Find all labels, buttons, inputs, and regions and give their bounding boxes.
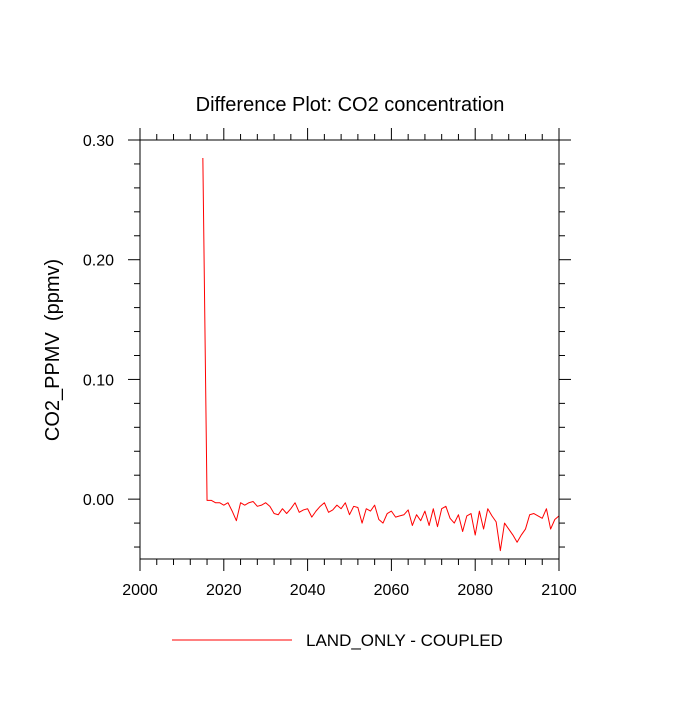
y-axis-title: CO2_PPMV (ppmv) — [42, 259, 64, 441]
x-tick-label: 2080 — [457, 582, 493, 599]
x-tick-label: 2020 — [206, 582, 242, 599]
chart-title: Difference Plot: CO2 concentration — [196, 94, 505, 116]
y-tick-label: 0.30 — [83, 133, 114, 150]
y-tick-label: 0.00 — [83, 492, 114, 509]
x-tick-label: 2060 — [374, 582, 410, 599]
series-line-0 — [202, 157, 560, 552]
y-tick-label: 0.10 — [83, 372, 114, 389]
y-tick-label: 0.20 — [83, 253, 114, 270]
plot-frame — [139, 139, 560, 560]
x-tick-label: 2040 — [290, 582, 326, 599]
legend: LAND_ONLY - COUPLED — [172, 631, 503, 650]
x-tick-label: 2100 — [541, 582, 577, 599]
legend-label-land-only-coupled: LAND_ONLY - COUPLED — [306, 631, 503, 650]
x-tick-label: 2000 — [122, 582, 158, 599]
